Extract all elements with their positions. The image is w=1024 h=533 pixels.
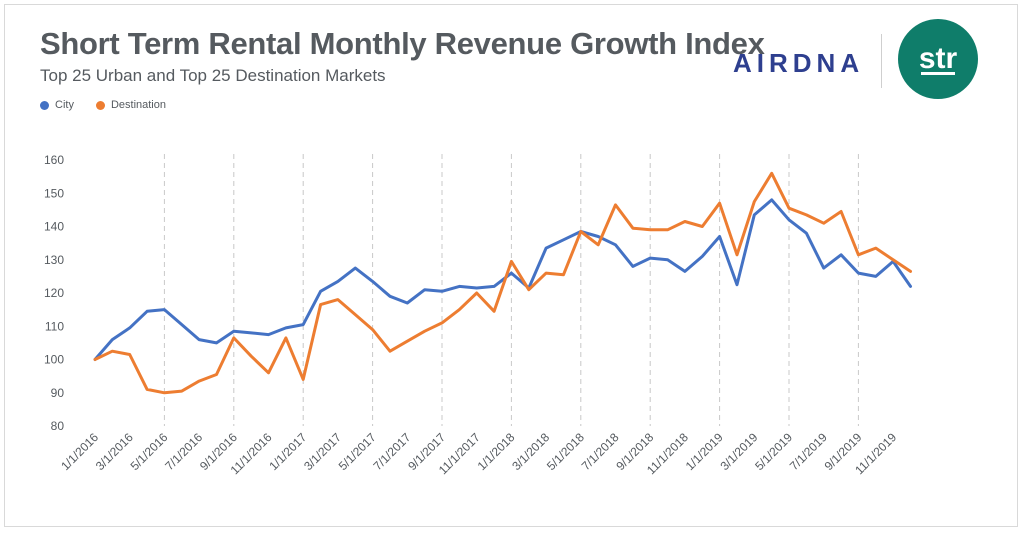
x-tick-label-1-1-2017: 1/1/2017: [266, 430, 309, 473]
str-logo-text: str: [918, 42, 958, 75]
str-logo: str: [898, 19, 978, 99]
x-tick-label-7-1-2016: 7/1/2016: [162, 430, 205, 473]
y-tick-label-90: 90: [51, 386, 65, 400]
city-marker-icon: [40, 100, 49, 110]
chart-subtitle: Top 25 Urban and Top 25 Destination Mark…: [40, 66, 386, 85]
x-tick-label-5-1-2018: 5/1/2018: [544, 430, 587, 473]
x-tick-label-5-1-2017: 5/1/2017: [336, 430, 379, 473]
y-tick-label-120: 120: [44, 286, 64, 300]
y-tick-label-110: 110: [45, 319, 64, 333]
y-tick-label-80: 80: [51, 419, 65, 433]
airdna-logo: AIRDNA: [733, 48, 865, 78]
x-tick-label-1-1-2018: 1/1/2018: [475, 430, 518, 473]
chart-title: Short Term Rental Monthly Revenue Growth…: [40, 26, 765, 61]
y-tick-label-100: 100: [44, 353, 64, 367]
legend-item-destination: Destination: [95, 99, 166, 111]
x-tick-label-3-1-2016: 3/1/2016: [93, 430, 136, 473]
x-tick-label-7-1-2017: 7/1/2017: [370, 430, 413, 473]
x-tick-label-3-1-2018: 3/1/2018: [509, 430, 552, 473]
x-tick-label-3-1-2017: 3/1/2017: [301, 430, 344, 473]
legend-label-city: City: [55, 99, 74, 111]
x-tick-label-7-1-2018: 7/1/2018: [579, 430, 622, 473]
x-tick-label-3-1-2019: 3/1/2019: [717, 430, 760, 473]
y-tick-label-150: 150: [44, 186, 64, 200]
legend: City Destination: [40, 99, 166, 111]
x-tick-label-5-1-2019: 5/1/2019: [752, 430, 795, 473]
series-line-city: [93, 198, 912, 361]
legend-item-city: City: [40, 99, 74, 111]
y-tick-label-160: 160: [44, 153, 64, 167]
destination-marker-icon: [95, 100, 105, 110]
x-tick-label-1-1-2019: 1/1/2019: [683, 430, 726, 473]
y-tick-label-130: 130: [44, 253, 64, 267]
logo-divider: [881, 34, 882, 88]
x-tick-label-7-1-2019: 7/1/2019: [787, 430, 830, 473]
series-line-destination: [93, 171, 912, 395]
x-tick-label-1-1-2016: 1/1/2016: [58, 430, 101, 473]
legend-label-destination: Destination: [110, 99, 166, 111]
y-tick-label-140: 140: [44, 220, 64, 234]
x-tick-label-5-1-2016: 5/1/2016: [128, 430, 171, 473]
